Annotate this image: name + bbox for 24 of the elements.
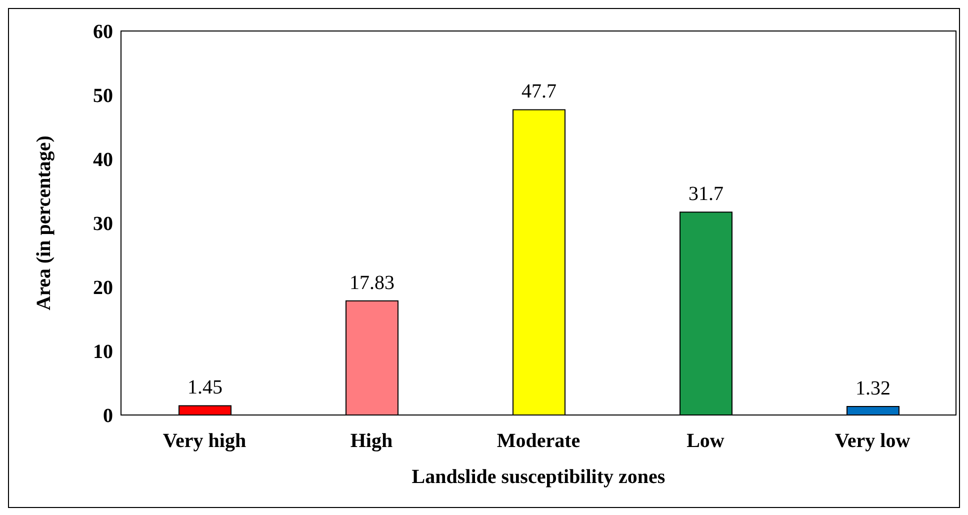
y-tick-label: 0 (103, 405, 113, 428)
x-tick-label: Very high (162, 430, 246, 452)
bar (178, 405, 232, 415)
data-label: 31.7 (688, 183, 724, 206)
data-label: 1.45 (188, 376, 222, 399)
y-tick-label: 30 (93, 213, 113, 236)
data-label: 17.83 (350, 272, 394, 294)
bar (346, 300, 398, 415)
y-axis-title: Area (in percentage) (33, 136, 56, 310)
x-tick-label: Moderate (496, 430, 580, 452)
y-tick-label: 40 (93, 149, 113, 172)
bar (680, 212, 732, 415)
x-axis-title: Landslide susceptibility zones (412, 466, 666, 488)
y-tick-label: 10 (93, 341, 113, 364)
y-tick-label: 20 (93, 277, 113, 300)
y-tick-label: 60 (93, 21, 113, 44)
y-tick-label: 50 (93, 85, 113, 108)
x-tick-label: Very low (834, 430, 911, 452)
x-tick-label: High (350, 430, 393, 452)
bar (846, 406, 900, 415)
data-label: 1.32 (856, 378, 890, 400)
data-label: 47.7 (522, 80, 556, 103)
x-tick-label: Low (686, 430, 725, 452)
bar (512, 109, 566, 415)
